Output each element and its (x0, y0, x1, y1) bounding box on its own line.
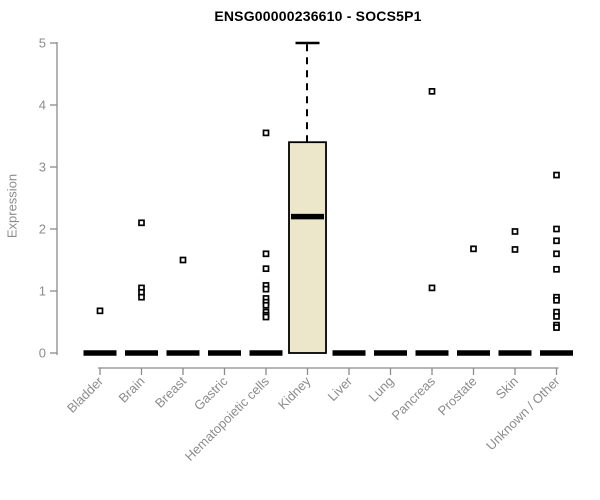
outlier-point (262, 285, 270, 293)
outlier-point (262, 265, 270, 273)
outlier-point (553, 237, 560, 245)
x-tick-label: Prostate (435, 374, 480, 419)
median-bar (249, 350, 283, 356)
y-tick-label: 2 (39, 222, 46, 237)
outlier-point (553, 324, 560, 331)
y-tick-label: 3 (39, 160, 46, 175)
outlier-point (428, 284, 436, 292)
outlier-point (553, 171, 560, 179)
outlier-point (262, 313, 270, 321)
y-tick-label: 4 (39, 98, 46, 113)
outlier-point (470, 245, 477, 253)
y-tick-label: 5 (39, 36, 46, 51)
x-tick-label: Lung (366, 374, 397, 405)
median-bar (540, 350, 573, 356)
outlier-point (511, 228, 519, 235)
outlier-point (262, 250, 270, 258)
outlier-point (428, 88, 436, 95)
outlier-point (553, 265, 560, 273)
median-bar (374, 350, 407, 356)
x-tick-label: Skin (493, 374, 521, 402)
outlier-point (553, 225, 560, 233)
x-tick-label: Brain (116, 374, 148, 406)
outlier-point (553, 250, 560, 258)
median-bar (291, 213, 324, 220)
x-tick-label: Liver (325, 373, 356, 404)
outlier-point (138, 219, 145, 227)
x-tick-label: Pancreas (389, 373, 439, 423)
outlier-point (511, 246, 519, 253)
chart-title: ENSG00000236610 - SOCS5P1 (214, 8, 422, 24)
median-bar (457, 350, 490, 356)
outlier-point (262, 129, 270, 137)
outlier-point (179, 256, 187, 264)
y-tick-label: 0 (39, 346, 46, 361)
median-bar (332, 350, 366, 356)
x-tick-label: Breast (152, 373, 189, 410)
median-bar (125, 350, 158, 356)
outlier-point (553, 313, 560, 320)
x-tick-label: Gastric (191, 373, 231, 413)
outlier-point (138, 293, 145, 301)
x-tick-label: Bladder (64, 373, 107, 416)
median-bar (208, 350, 241, 356)
outlier-point (262, 301, 270, 309)
box-iqr (288, 141, 327, 354)
median-bar (166, 350, 200, 356)
outlier-point (96, 307, 104, 315)
median-bar (498, 350, 532, 356)
y-tick-label: 1 (39, 284, 46, 299)
median-bar (415, 350, 449, 356)
outlier-point (553, 296, 560, 304)
x-tick-label: Kidney (275, 373, 314, 412)
x-tick-label: Unknown / Other (483, 373, 563, 453)
median-bar (83, 350, 117, 356)
